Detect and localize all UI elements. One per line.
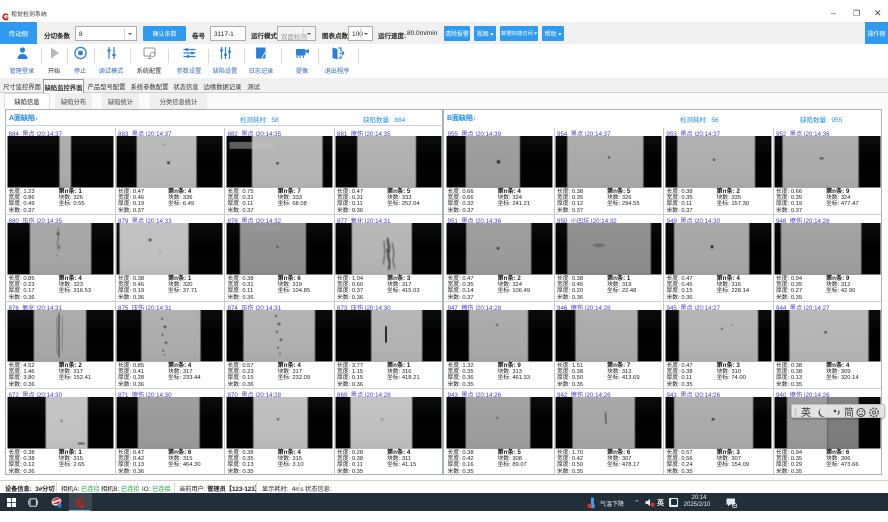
- svg-text:简: 简: [844, 407, 854, 418]
- svg-text:英: 英: [801, 407, 811, 418]
